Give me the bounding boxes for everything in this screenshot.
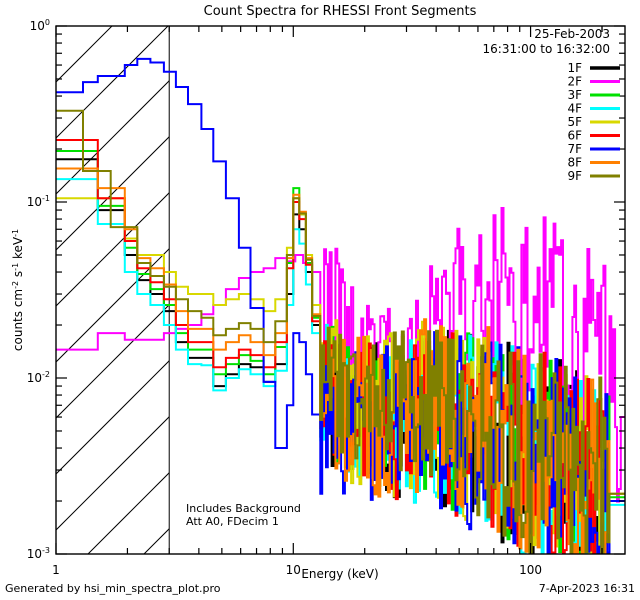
y-tick-label: 10-1 xyxy=(27,194,50,209)
y-tick-exponent: 0 xyxy=(45,18,50,27)
x-tick-label: 100 xyxy=(519,563,542,577)
annotation-includes-background: Includes Background xyxy=(186,502,301,515)
observation-time-range: 16:31:00 to 16:32:00 xyxy=(483,42,610,56)
y-axis-label: counts cm-2 s-1 keV-1 xyxy=(11,229,25,351)
svg-text:counts cm-2 s-1 keV-1: counts cm-2 s-1 keV-1 xyxy=(11,229,25,351)
legend-label-9f: 9F xyxy=(567,169,582,183)
y-tick-exponent: -2 xyxy=(42,370,50,379)
y-axis-label-part-c: keV xyxy=(11,236,25,263)
legend-label-1f: 1F xyxy=(567,61,582,75)
x-axis-label: Energy (keV) xyxy=(301,567,378,581)
excluded-band-hatching xyxy=(56,26,170,554)
y-tick-label: 100 xyxy=(30,18,50,33)
y-axis-label-sup-b: -1 xyxy=(11,263,20,271)
legend-label-8f: 8F xyxy=(567,156,582,170)
legend-label-7f: 7F xyxy=(567,142,582,156)
y-axis-label-part-a: counts cm xyxy=(11,289,25,351)
spectra-curves xyxy=(56,57,625,554)
y-axis-label-sup-a: -2 xyxy=(11,281,20,289)
footer-generated-by: Generated by hsi_min_spectra_plot.pro xyxy=(5,582,221,595)
legend-label-2f: 2F xyxy=(567,75,582,89)
y-axis-label-sup-c: -1 xyxy=(11,229,20,237)
x-tick-label: 1 xyxy=(52,563,60,577)
legend-label-6f: 6F xyxy=(567,129,582,143)
y-tick-exponent: -3 xyxy=(42,546,50,555)
legend-label-5f: 5F xyxy=(567,115,582,129)
spectrum-curve-9f xyxy=(56,109,625,554)
y-tick-label: 10-3 xyxy=(27,546,50,561)
y-axis-label-part-b: s xyxy=(11,271,25,281)
plot-frame xyxy=(55,25,626,555)
observation-date: 25-Feb-2003 xyxy=(534,27,610,41)
x-tick-label: 10 xyxy=(286,563,301,577)
annotation-attenuator: Att A0, FDecim 1 xyxy=(186,515,279,528)
y-tick-label: 10-2 xyxy=(27,370,50,385)
legend-label-4f: 4F xyxy=(567,102,582,116)
y-tick-exponent: -1 xyxy=(42,194,50,203)
page-title: Count Spectra for RHESSI Front Segments xyxy=(204,4,477,19)
footer-timestamp: 7-Apr-2023 16:31 xyxy=(539,582,635,595)
legend-label-3f: 3F xyxy=(567,88,582,102)
